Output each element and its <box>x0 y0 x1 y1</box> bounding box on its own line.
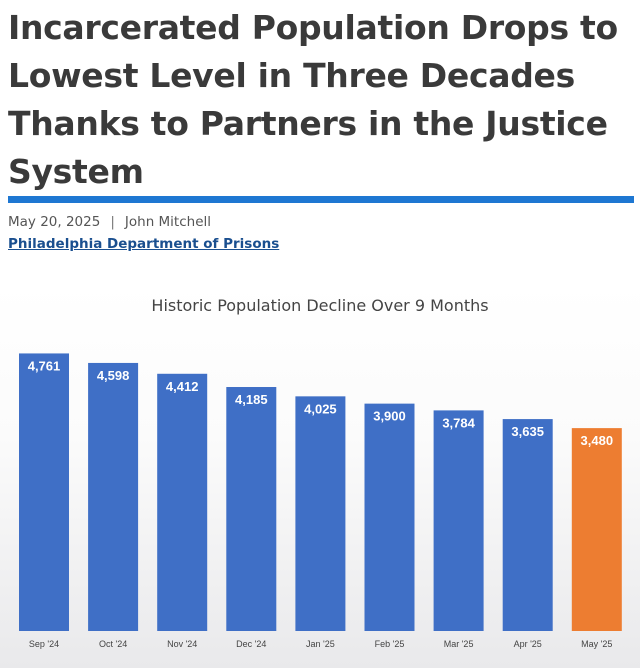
bar-0 <box>19 353 69 631</box>
x-tick-label: Sep '24 <box>29 639 59 649</box>
bar-value-label: 3,784 <box>442 415 475 430</box>
article-headline: Incarcerated Population Drops to Lowest … <box>8 8 618 191</box>
article-author: John Mitchell <box>124 214 212 230</box>
headline-rule <box>8 196 634 203</box>
x-tick-label: May '25 <box>581 639 612 649</box>
chart-title: Historic Population Decline Over 9 Month… <box>151 296 489 315</box>
bar-2 <box>157 373 208 631</box>
x-tick-label: Jan '25 <box>306 639 335 649</box>
bar-8 <box>571 428 622 631</box>
bar-chart: 4,761 Sep '24 4,598 Oct '24 4,412 Nov '24 4,18… <box>19 353 622 649</box>
x-tick-label: Feb '25 <box>375 639 405 649</box>
bar-6 <box>433 410 484 631</box>
meta-separator: | <box>110 214 115 230</box>
article-meta: May 20, 2025 | John Mitchell <box>8 214 211 230</box>
x-tick-label: Oct '24 <box>99 639 127 649</box>
bar-value-label: 4,412 <box>166 379 199 394</box>
bar-value-label: 4,185 <box>235 392 268 407</box>
bar-value-label: 4,025 <box>304 401 337 416</box>
article-date: May 20, 2025 <box>8 214 101 230</box>
bar-value-label: 3,635 <box>511 424 544 439</box>
bar-4 <box>295 396 346 631</box>
x-tick-label: Mar '25 <box>444 639 474 649</box>
bar-value-label: 4,761 <box>28 358 61 373</box>
bar-value-label: 4,598 <box>97 368 130 383</box>
bar-7 <box>502 419 553 631</box>
x-tick-label: Dec '24 <box>236 639 266 649</box>
bar-value-label: 3,900 <box>373 409 406 424</box>
bar-1 <box>88 362 139 631</box>
x-tick-label: Nov '24 <box>167 639 197 649</box>
x-tick-label: Apr '25 <box>514 639 542 649</box>
bar-3 <box>226 387 277 631</box>
bar-value-label: 3,480 <box>581 433 614 448</box>
bar-5 <box>364 403 415 631</box>
department-link[interactable]: Philadelphia Department of Prisons <box>8 236 280 252</box>
